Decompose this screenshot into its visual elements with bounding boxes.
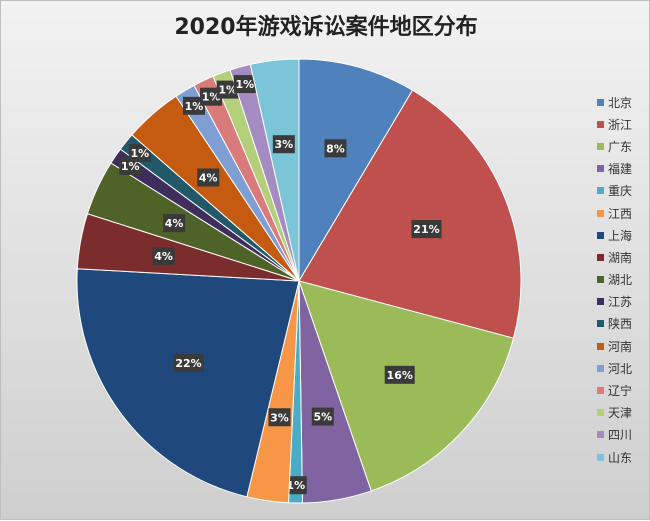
svg-text:21%: 21% bbox=[413, 223, 439, 236]
legend-item-13: 河北 bbox=[597, 357, 650, 379]
legend-label: 上海 bbox=[608, 228, 633, 243]
svg-text:16%: 16% bbox=[387, 369, 413, 382]
legend-label: 湖北 bbox=[608, 273, 633, 288]
data-label-8: 4% bbox=[152, 247, 175, 266]
legend-swatch bbox=[597, 98, 604, 106]
legend-swatch bbox=[597, 431, 604, 439]
legend-label: 广东 bbox=[608, 139, 633, 154]
legend-label: 河北 bbox=[608, 361, 633, 376]
legend-label: 辽宁 bbox=[608, 384, 633, 399]
legend-swatch bbox=[597, 453, 604, 461]
legend-swatch bbox=[597, 320, 604, 328]
legend-swatch bbox=[597, 231, 604, 239]
legend-item-12: 河南 bbox=[597, 335, 650, 357]
legend-item-5: 重庆 bbox=[597, 180, 650, 202]
pie-slice-17 bbox=[249, 58, 300, 282]
legend-item-8: 湖南 bbox=[597, 246, 650, 268]
svg-text:4%: 4% bbox=[199, 172, 218, 185]
legend-swatch bbox=[597, 253, 604, 261]
legend-item-1: 北京 bbox=[597, 91, 650, 113]
svg-text:3%: 3% bbox=[270, 411, 289, 424]
pie-slice-7 bbox=[76, 268, 300, 498]
pie-slice-1 bbox=[298, 58, 414, 283]
legend-item-17: 山东 bbox=[597, 446, 650, 468]
legend-label: 陕西 bbox=[608, 317, 633, 332]
legend-item-14: 辽宁 bbox=[597, 379, 650, 401]
legend-label: 北京 bbox=[608, 95, 633, 110]
legend-item-11: 陕西 bbox=[597, 313, 650, 335]
legend-swatch bbox=[597, 409, 604, 417]
legend-item-4: 福建 bbox=[597, 158, 650, 180]
svg-text:22%: 22% bbox=[175, 357, 201, 370]
data-label-17: 3% bbox=[272, 135, 295, 154]
data-label-1: 8% bbox=[324, 139, 347, 158]
svg-text:1%: 1% bbox=[202, 91, 221, 104]
data-label-11: 1% bbox=[128, 144, 151, 163]
chart-title: 2020年游戏诉讼案件地区分布 bbox=[174, 15, 478, 40]
legend-swatch bbox=[597, 387, 604, 395]
legend-label: 湖南 bbox=[608, 250, 633, 265]
data-label-9: 4% bbox=[163, 214, 186, 233]
svg-text:1%: 1% bbox=[235, 78, 254, 91]
data-label-4: 5% bbox=[311, 407, 334, 426]
data-label-5: 1% bbox=[284, 476, 307, 495]
legend-swatch bbox=[597, 187, 604, 195]
data-label-3: 16% bbox=[384, 365, 415, 384]
svg-text:4%: 4% bbox=[165, 217, 184, 230]
legend-item-15: 天津 bbox=[597, 402, 650, 424]
legend-label: 天津 bbox=[608, 406, 633, 421]
legend-label: 重庆 bbox=[608, 184, 633, 199]
svg-text:1%: 1% bbox=[218, 84, 237, 97]
legend-swatch bbox=[597, 165, 604, 173]
legend-item-2: 浙江 bbox=[597, 113, 650, 135]
svg-text:1%: 1% bbox=[130, 147, 149, 160]
legend-label: 浙江 bbox=[608, 117, 633, 132]
legend-item-10: 江苏 bbox=[597, 291, 650, 313]
legend-label: 四川 bbox=[608, 428, 633, 443]
data-label-15: 1% bbox=[216, 80, 239, 99]
legend-swatch bbox=[597, 364, 604, 372]
legend-swatch bbox=[597, 276, 604, 284]
legend-item-16: 四川 bbox=[597, 424, 650, 446]
legend-item-3: 广东 bbox=[597, 135, 650, 157]
data-label-16: 1% bbox=[233, 75, 256, 94]
svg-text:5%: 5% bbox=[313, 411, 332, 424]
legend-label: 福建 bbox=[608, 162, 633, 177]
legend-label: 江西 bbox=[608, 206, 633, 221]
pie-slice-2 bbox=[298, 89, 522, 339]
svg-text:1%: 1% bbox=[121, 160, 140, 173]
svg-text:3%: 3% bbox=[274, 138, 293, 151]
svg-text:1%: 1% bbox=[185, 100, 204, 113]
legend-swatch bbox=[597, 120, 604, 128]
legend-item-6: 江西 bbox=[597, 202, 650, 224]
data-label-13: 1% bbox=[183, 96, 206, 115]
data-label-12: 4% bbox=[197, 168, 220, 187]
legend-item-7: 上海 bbox=[597, 224, 650, 246]
legend-swatch bbox=[597, 209, 604, 217]
legend-swatch bbox=[597, 142, 604, 150]
svg-text:8%: 8% bbox=[326, 142, 345, 155]
legend: 北京浙江广东福建重庆江西上海湖南湖北江苏陕西河南河北辽宁天津四川山东 bbox=[597, 91, 650, 468]
legend-swatch bbox=[597, 342, 604, 350]
data-label-6: 3% bbox=[268, 408, 291, 427]
svg-text:1%: 1% bbox=[286, 479, 305, 492]
pie-slice-3 bbox=[298, 280, 515, 492]
data-label-7: 22% bbox=[173, 354, 204, 373]
data-label-2: 21% bbox=[411, 220, 442, 239]
data-label-14: 1% bbox=[200, 87, 223, 106]
legend-item-9: 湖北 bbox=[597, 269, 650, 291]
legend-label: 江苏 bbox=[608, 295, 633, 310]
legend-swatch bbox=[597, 298, 604, 306]
svg-text:4%: 4% bbox=[154, 250, 173, 263]
legend-label: 河南 bbox=[608, 339, 633, 354]
legend-label: 山东 bbox=[608, 450, 633, 465]
